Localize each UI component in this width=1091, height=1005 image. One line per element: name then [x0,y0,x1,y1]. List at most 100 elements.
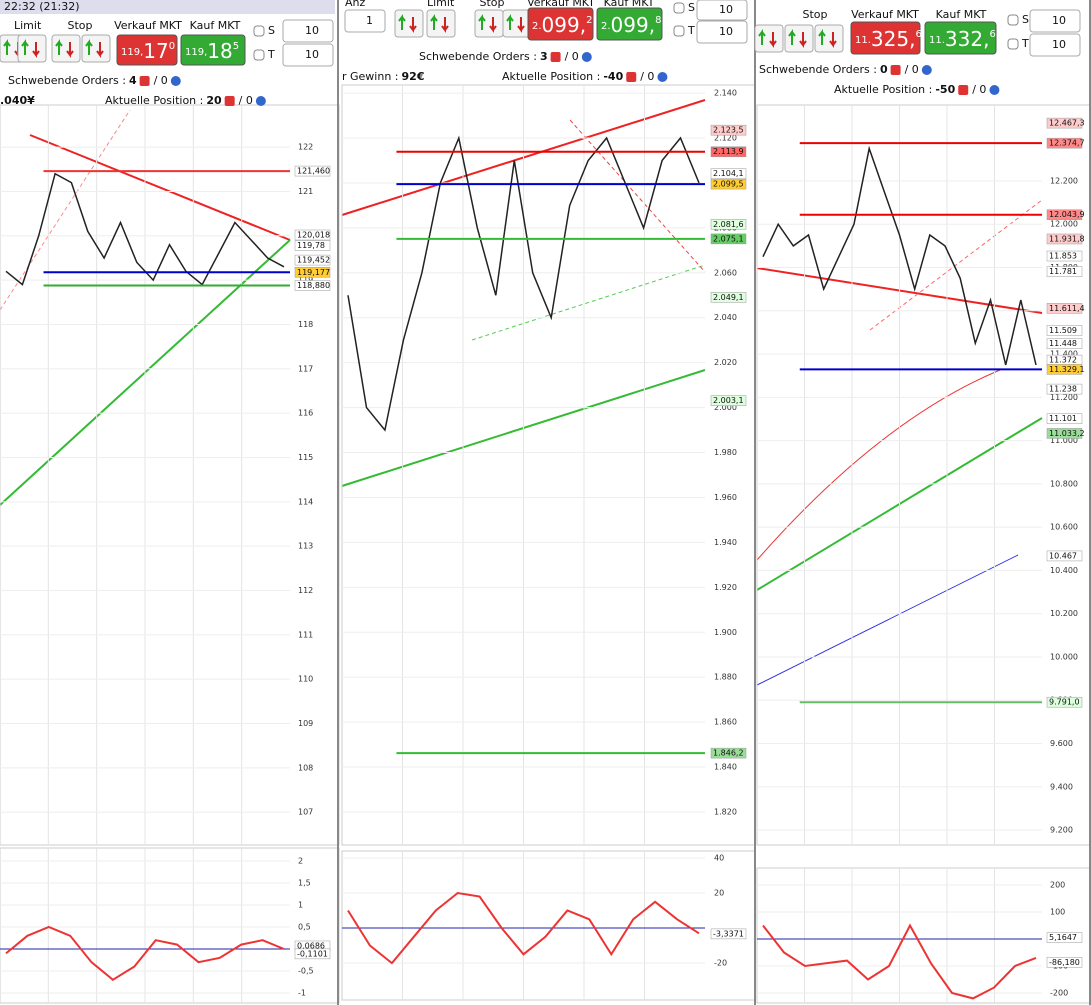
order-button[interactable] [426,9,456,38]
buy-price-sup: 5 [233,41,239,52]
buy-price-small: 2. [601,21,611,32]
level-label: 2.075,1 [713,234,744,243]
level-badge [710,146,747,157]
cancel-icon[interactable] [958,85,969,95]
cancel-icon[interactable] [890,65,901,75]
qty-input[interactable] [282,19,334,43]
level-badge [710,747,747,759]
y-tick-label: 1 [298,900,303,909]
level-badge [710,292,747,303]
sell-price: 11.325,6 [855,27,922,51]
y-tick-label: 10.400 [1050,566,1078,575]
y-tick-label: 2.060 [714,268,737,277]
indicator-line [5,925,285,982]
status-orders: Schwebende Orders : [759,63,877,76]
checkbox-label: T [687,24,695,37]
status-position: Aktuelle Position : [502,70,600,83]
status-orders: Schwebende Orders : [419,50,537,63]
qty-value: 1 [366,14,373,27]
indicator-line [347,891,700,965]
buy-price-small: 11. [929,35,945,46]
order-icon [517,17,525,33]
buy-button[interactable] [596,7,663,41]
sell-button[interactable] [116,34,178,66]
toolbar-label: Anz [345,0,365,9]
level-label: 11.329,1 [1049,365,1085,374]
order-button[interactable] [51,34,81,63]
sell-button[interactable] [850,21,921,55]
buy-button[interactable] [180,34,246,66]
level-badge [294,267,331,278]
toolbar-label: Verkauf MKT [851,8,919,21]
y-tick-label: 1.840 [714,763,737,772]
level-label: 0,0686 [297,941,325,950]
level-label: 118,880 [297,281,330,290]
y-tick-label: 1.860 [714,718,737,727]
settings-icon[interactable] [255,96,266,106]
level-badge [1046,413,1083,424]
settings-icon[interactable] [170,76,181,86]
sell-price-big: 17 [143,39,168,63]
sell-price-small: 11. [855,35,871,46]
status-profit-label: r Gewinn : [342,70,399,83]
order-button[interactable] [394,9,424,38]
status-orders-count: 0 [880,63,888,76]
trendline [29,134,291,241]
cancel-icon[interactable] [224,96,235,106]
cancel-icon[interactable] [626,72,637,82]
sell-price-big: 099, [542,13,587,37]
settings-icon[interactable] [921,65,932,75]
qty-input[interactable] [696,20,748,44]
checkbox[interactable] [253,49,265,61]
status-profit: 92€ [402,70,425,83]
order-button[interactable] [81,34,111,63]
qty-input[interactable] [1029,9,1081,33]
buy-button[interactable] [924,21,997,55]
y-tick-label: 1.940 [714,538,737,547]
trendline [569,119,706,273]
order-icon [3,39,11,55]
level-badge [1046,338,1083,349]
order-button[interactable] [814,24,844,53]
level-label: 2.099,5 [713,180,744,189]
level-label: 2.104,1 [713,169,744,178]
indicator-line [762,923,1037,1000]
checkbox[interactable] [673,25,685,37]
level-label: 9.791,0 [1049,698,1080,707]
checkbox[interactable] [1007,14,1019,26]
checkbox[interactable] [253,25,265,37]
order-button[interactable] [474,9,504,38]
sell-button[interactable] [527,7,594,41]
order-button[interactable] [17,34,47,63]
order-icon [478,14,486,30]
level-badge [1046,209,1083,220]
y-tick-label: 10.600 [1050,523,1078,532]
order-button[interactable] [754,24,784,53]
y-tick-label: 122 [298,143,313,152]
checkbox[interactable] [673,2,685,14]
settings-icon[interactable] [989,85,1000,95]
y-tick-label: 2.040 [714,313,737,322]
order-button[interactable] [502,9,532,38]
sell-price-sup: 6 [915,29,921,40]
sell-price-big: 325, [871,27,916,51]
qty-input[interactable] [1029,33,1081,57]
sell-price-small: 119, [121,47,143,58]
settings-icon[interactable] [657,72,668,82]
qty-input[interactable] [696,0,748,21]
y-tick-label: 20 [714,889,724,898]
order-icon [409,17,417,33]
qty-input[interactable] [344,9,386,33]
toolbar-label: Stop [479,0,504,9]
checkbox[interactable] [1007,38,1019,50]
cancel-icon[interactable] [139,76,150,86]
order-button[interactable] [784,24,814,53]
y-tick-label: 107 [298,808,313,817]
level-badge [1046,932,1083,943]
qty-value: 10 [305,48,319,61]
cancel-icon[interactable] [550,52,561,62]
qty-input[interactable] [282,43,334,67]
checkbox-label: T [267,48,275,61]
order-icon [21,39,29,55]
settings-icon[interactable] [581,52,592,62]
